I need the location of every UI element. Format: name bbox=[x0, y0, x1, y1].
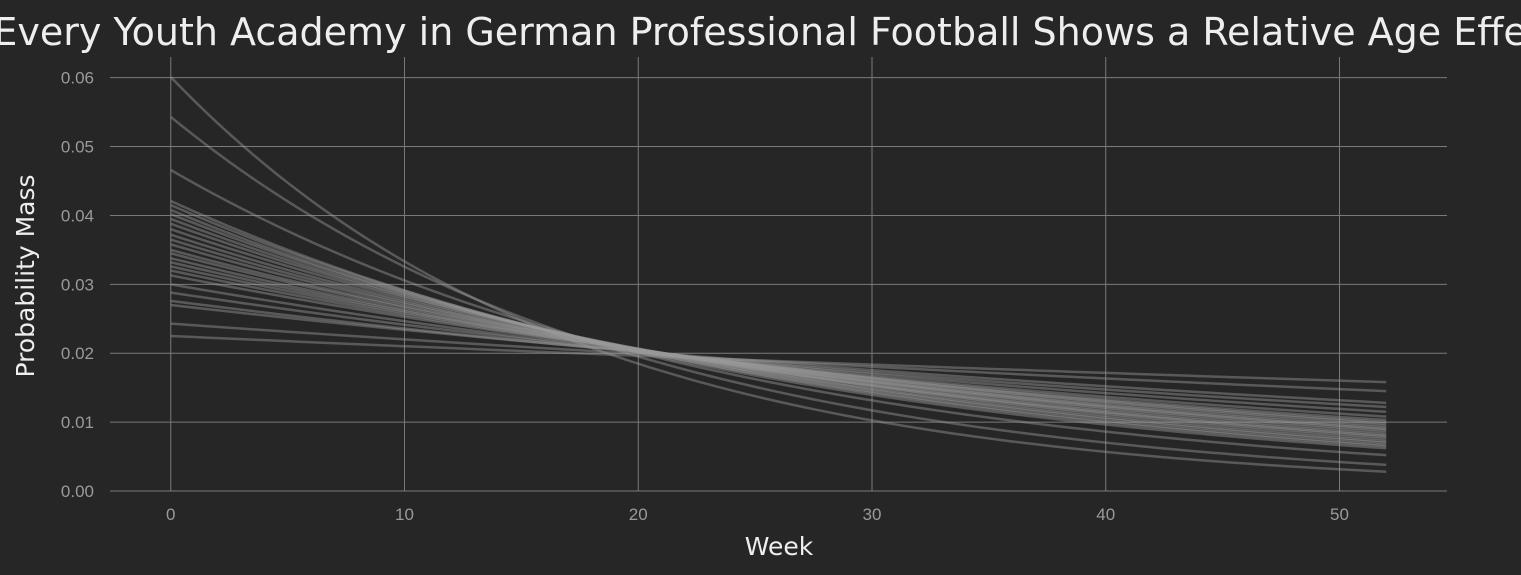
y-tick-label-5: 0.05 bbox=[61, 138, 94, 157]
academy-curve-15 bbox=[170, 256, 1387, 429]
y-tick-label-6: 0.06 bbox=[61, 69, 94, 88]
y-tick-label-2: 0.02 bbox=[61, 344, 94, 363]
x-tick-label-3: 30 bbox=[863, 505, 882, 524]
academy-curve-11 bbox=[170, 238, 1387, 436]
academy-curve-8 bbox=[170, 222, 1387, 441]
x-axis-label: Week bbox=[745, 532, 814, 561]
academy-curve-3 bbox=[170, 199, 1387, 450]
academy-curve-0 bbox=[169, 76, 1387, 473]
y-tick-label-3: 0.03 bbox=[61, 275, 94, 294]
academy-curve-14 bbox=[170, 252, 1387, 431]
academy-curve-22 bbox=[170, 299, 1387, 409]
academy-curve-2 bbox=[170, 168, 1387, 457]
academy-curve-5 bbox=[170, 208, 1387, 447]
curve-layer bbox=[169, 76, 1387, 473]
tick-layer: 0 10 20 30 40 50 0.00 0.01 0.02 0.03 0.04 0.05 0.06 bbox=[61, 69, 1349, 524]
y-tick-label-4: 0.04 bbox=[61, 206, 94, 225]
y-axis-label: Probability Mass bbox=[11, 174, 40, 377]
academy-curve-19 bbox=[170, 274, 1387, 422]
academy-curve-21 bbox=[170, 291, 1387, 414]
x-tick-label-2: 20 bbox=[629, 505, 648, 524]
chart-title: Every Youth Academy in German Profession… bbox=[0, 10, 1521, 54]
x-tick-label-0: 0 bbox=[166, 505, 175, 524]
academy-curve-7 bbox=[170, 217, 1387, 443]
x-tick-label-1: 10 bbox=[395, 505, 414, 524]
x-tick-label-4: 40 bbox=[1096, 505, 1115, 524]
academy-curve-20 bbox=[170, 283, 1387, 418]
academy-curve-25 bbox=[170, 334, 1387, 384]
academy-curve-24 bbox=[170, 322, 1387, 393]
y-tick-label-1: 0.01 bbox=[61, 413, 94, 432]
x-tick-label-5: 50 bbox=[1330, 505, 1349, 524]
academy-curve-1 bbox=[169, 115, 1387, 467]
academy-curve-13 bbox=[170, 248, 1387, 432]
academy-curve-23 bbox=[170, 303, 1387, 405]
academy-curve-6 bbox=[170, 212, 1387, 445]
academy-curve-10 bbox=[170, 233, 1387, 438]
academy-curve-17 bbox=[170, 265, 1387, 425]
academy-curve-12 bbox=[170, 243, 1387, 434]
grid-layer bbox=[110, 57, 1447, 492]
academy-curve-4 bbox=[170, 203, 1387, 448]
y-tick-label-0: 0.00 bbox=[61, 482, 94, 501]
academy-curve-16 bbox=[170, 261, 1387, 427]
academy-curve-9 bbox=[170, 228, 1387, 439]
academy-curve-18 bbox=[170, 269, 1387, 424]
